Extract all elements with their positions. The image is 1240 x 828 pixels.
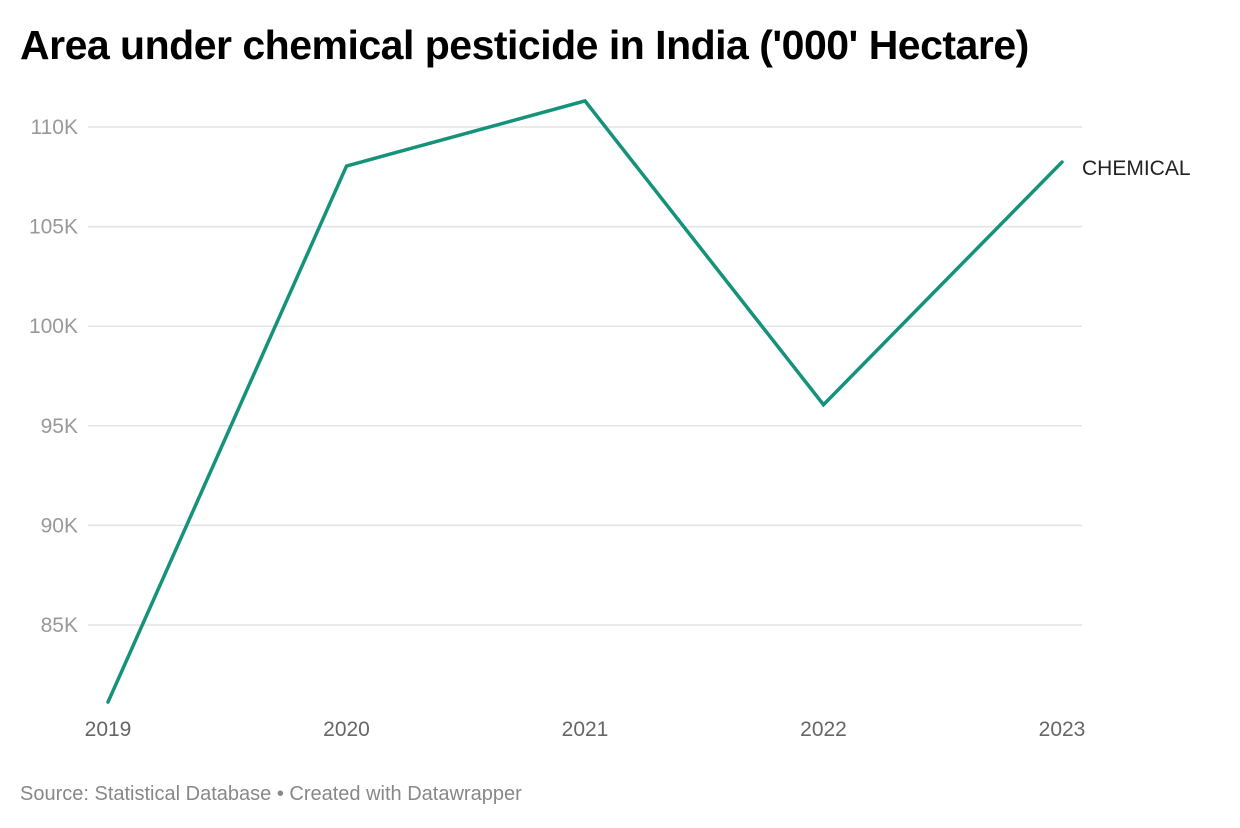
x-tick-label: 2023	[1039, 718, 1086, 741]
series-label: CHEMICAL	[1082, 157, 1191, 180]
y-tick-label: 105K	[29, 216, 78, 239]
source-text: Source: Statistical Database	[20, 783, 272, 805]
y-tick-label: 95K	[41, 415, 78, 438]
y-tick-label: 100K	[29, 315, 78, 338]
footer: Source: Statistical Database • Created w…	[20, 783, 522, 806]
x-tick-label: 2020	[323, 718, 370, 741]
y-tick-label: 110K	[31, 116, 79, 139]
series-line	[106, 98, 1064, 704]
separator: •	[276, 783, 284, 805]
x-tick-label: 2019	[85, 718, 132, 741]
x-tick-label: 2022	[800, 718, 847, 741]
x-tick-label: 2021	[562, 718, 609, 741]
credit-text: Created with Datawrapper	[289, 783, 522, 805]
chart-title: Area under chemical pesticide in India (…	[20, 22, 1029, 68]
y-tick-label: 90K	[41, 514, 78, 537]
y-tick-label: 85K	[41, 614, 78, 637]
